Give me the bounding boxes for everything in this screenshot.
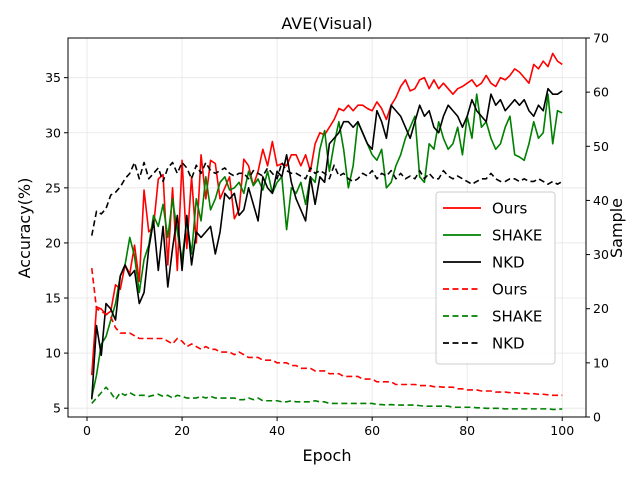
series-layer <box>90 52 563 411</box>
x-axis-label: Epoch <box>303 446 352 465</box>
y2-tick-label: 40 <box>593 193 609 208</box>
y-tick-label: 10 <box>45 346 61 361</box>
y2-axis-label: Sample <box>607 198 626 258</box>
series-line-ours-sample <box>90 268 563 397</box>
y2-tick-label: 30 <box>593 247 609 262</box>
y2-tick-label: 50 <box>593 139 609 154</box>
y-tick-label: 30 <box>45 125 61 140</box>
y-tick-label: 15 <box>45 291 61 306</box>
y2-tick-label: 70 <box>593 31 609 46</box>
y2-tick-label: 20 <box>593 301 609 316</box>
x-tick-label: 0 <box>83 423 91 438</box>
chart-title: AVE(Visual) <box>281 14 372 33</box>
y2-tick-label: 0 <box>593 410 601 425</box>
y2-tick-label: 10 <box>593 355 609 370</box>
y-axis-label: Accuracy(%) <box>15 178 34 279</box>
legend-label: NKD <box>492 254 525 272</box>
y-tick-label: 20 <box>45 235 61 250</box>
x-tick-label: 20 <box>174 423 190 438</box>
series-line-nkd-accuracy <box>90 87 563 400</box>
series-line-nkd-sample <box>90 161 563 236</box>
x-tick-label: 60 <box>364 423 380 438</box>
series-line-shake-accuracy <box>90 93 563 398</box>
plot-frame <box>67 37 587 418</box>
legend: Ours SHAKE NKD Ours SHAKE NKD <box>435 191 556 365</box>
series-line-shake-sample <box>91 386 563 411</box>
y-tick-label: 35 <box>45 70 61 85</box>
legend-label: Ours <box>492 281 527 299</box>
legend-label: NKD <box>492 335 525 353</box>
y-tick-label: 25 <box>45 180 61 195</box>
series-line-ours-accuracy <box>90 52 563 376</box>
x-tick-label: 40 <box>269 423 285 438</box>
legend-label: SHAKE <box>492 227 542 245</box>
x-tick-label: 80 <box>459 423 475 438</box>
y-tick-label: 5 <box>53 401 61 416</box>
legend-label: SHAKE <box>492 308 542 326</box>
ticks: 0 20 40 60 80 100 5 10 15 20 25 30 35 0 10 20 30 40 50 60 70 <box>45 31 609 439</box>
legend-label: Ours <box>492 200 527 218</box>
x-tick-label: 100 <box>550 423 574 438</box>
y2-tick-label: 60 <box>593 85 609 100</box>
